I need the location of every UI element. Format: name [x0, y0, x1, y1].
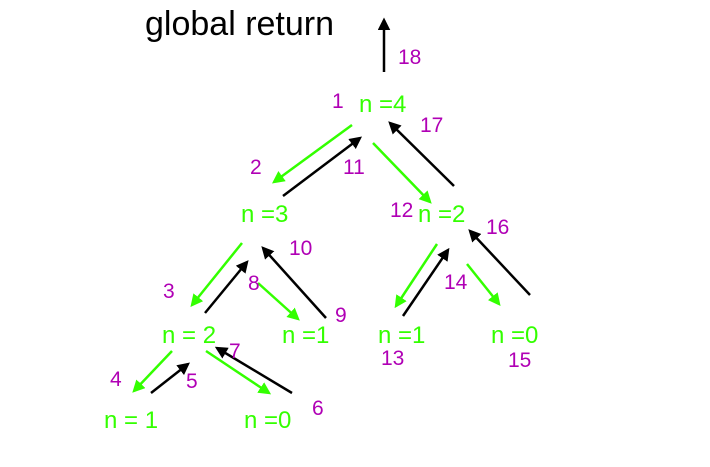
arrow-return-n1b-n2r [401, 247, 450, 317]
node-n1-right: n =1 [378, 322, 425, 349]
node-n2-right: n =2 [418, 201, 465, 228]
step-label: 1 [332, 90, 344, 113]
step-label: 15 [508, 349, 531, 372]
step-label: 16 [486, 216, 509, 239]
step-label: 5 [186, 370, 198, 393]
arrow-call-n4-n2r [372, 142, 432, 204]
step-label: 9 [335, 304, 347, 327]
step-label: 10 [289, 237, 312, 260]
step-layer: 1 2 3 4 5 6 7 8 9 10 11 12 13 14 15 16 1… [110, 46, 531, 420]
step-label: 12 [390, 199, 413, 222]
node-n1-bottom: n = 1 [104, 407, 158, 434]
arrow-call-n3-n1a [257, 282, 300, 321]
step-label: 13 [381, 347, 404, 370]
arrow-return-n3-n4 [282, 136, 362, 197]
arrow-return-n1c-n2l [150, 362, 190, 394]
step-label: 6 [312, 397, 324, 420]
arrow-call-n2r-n1b [394, 243, 439, 309]
node-n3: n =3 [241, 201, 288, 228]
arrow-return-n2l-n3 [204, 260, 249, 314]
diagram-title: global return [145, 5, 334, 43]
arrow-call-n3-n2l [190, 242, 243, 307]
step-label: 3 [163, 280, 175, 303]
step-label: 7 [229, 340, 241, 363]
arrow-call-n2l-n1c [132, 350, 173, 393]
arrow-return-n0a-n2r [468, 229, 531, 296]
arrow-return-n1a-n3 [261, 246, 327, 319]
step-label: 17 [420, 114, 443, 137]
arrow-return-n2r-n4 [388, 121, 455, 187]
node-n0-right: n =0 [491, 322, 538, 349]
node-layer: n =4 n =3 n =2 n = 2 n =1 n =1 n =0 n = … [104, 91, 538, 434]
node-n1-mid: n =1 [282, 322, 329, 349]
arrow-call-n4-n3 [271, 123, 353, 184]
step-label: 8 [248, 272, 260, 295]
step-label: 2 [250, 156, 262, 179]
step-label: 11 [343, 156, 365, 179]
node-n0-bottom: n =0 [244, 407, 291, 434]
arrow-call-n2r-n0a [466, 263, 501, 306]
step-label: 18 [398, 46, 421, 69]
edge-layer [132, 17, 531, 395]
step-label: 14 [444, 271, 468, 294]
arrow-return-n0b-n2l [214, 346, 293, 395]
step-label: 4 [110, 368, 122, 391]
node-n4: n =4 [359, 91, 406, 118]
node-n2-left: n = 2 [162, 322, 216, 349]
